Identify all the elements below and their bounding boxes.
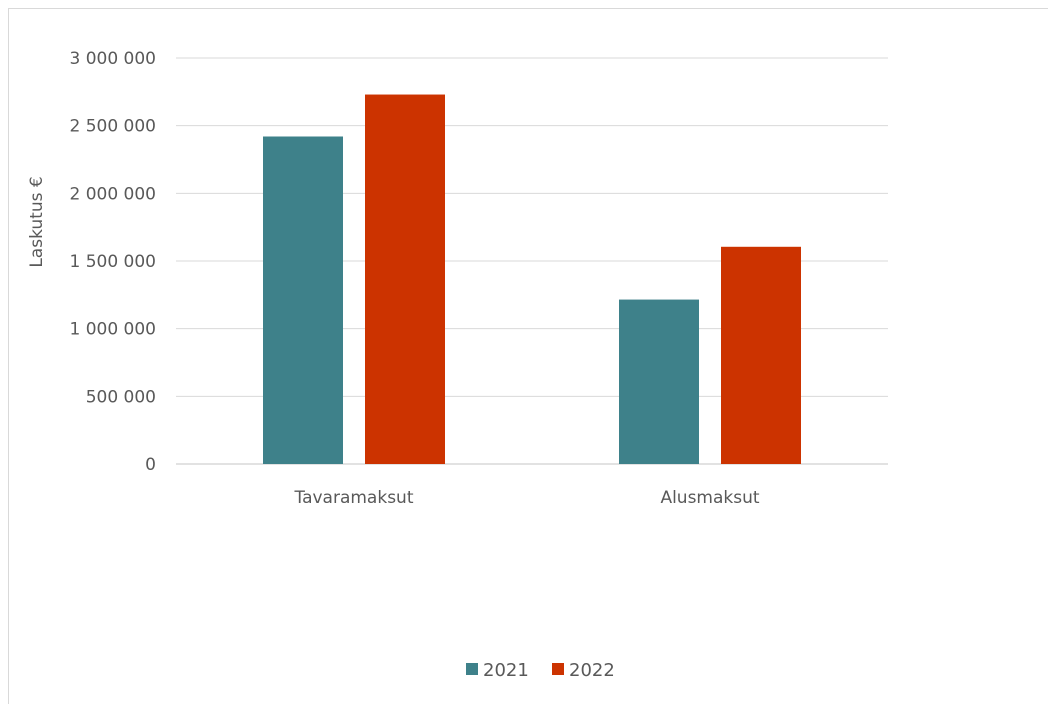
y-tick-label: 2 500 000 [69,117,156,137]
bars [263,94,801,464]
y-tick-label: 1 000 000 [69,320,156,340]
y-tick-label: 1 500 000 [69,252,156,272]
chart-area [8,8,1048,704]
legend-label: 2021 [483,660,529,681]
x-category-label: Alusmaksut [660,488,759,508]
y-tick-label: 3 000 000 [69,49,156,69]
bar-2021-alusmaksut [619,299,699,464]
legend-swatch [466,663,478,675]
bar-2022-alusmaksut [721,246,801,464]
y-axis-ticks: 0 500 000 1 000 000 1 500 000 2 000 000 2 500… [69,49,156,475]
bar-2021-tavaramaksut [263,136,343,464]
legend-label: 2022 [569,660,615,681]
legend: 2021 2022 [466,660,615,681]
y-axis-title: Laskutus € [27,176,47,267]
y-tick-label: 500 000 [86,387,156,407]
legend-swatch [552,663,564,675]
y-tick-label: 0 [145,455,156,475]
x-category-label: Tavaramaksut [294,488,414,508]
x-axis-categories: Tavaramaksut Alusmaksut [294,488,760,508]
y-tick-label: 2 000 000 [69,184,156,204]
bar-2022-tavaramaksut [365,94,445,464]
